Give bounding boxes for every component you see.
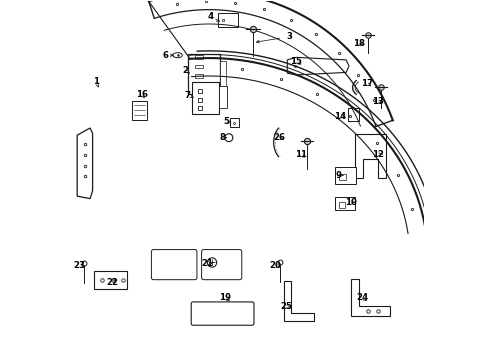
FancyBboxPatch shape <box>132 101 147 120</box>
Text: 12: 12 <box>372 150 384 159</box>
FancyBboxPatch shape <box>201 249 242 280</box>
Polygon shape <box>284 281 314 320</box>
Ellipse shape <box>225 134 233 141</box>
Text: 11: 11 <box>294 150 307 159</box>
Text: 16: 16 <box>136 90 147 99</box>
Text: 5: 5 <box>223 117 229 126</box>
FancyBboxPatch shape <box>219 86 227 108</box>
FancyBboxPatch shape <box>220 61 226 87</box>
FancyBboxPatch shape <box>94 271 126 289</box>
Text: 18: 18 <box>353 39 365 48</box>
Text: 20: 20 <box>270 261 281 270</box>
Text: 19: 19 <box>220 293 231 302</box>
Text: 6: 6 <box>162 51 169 60</box>
Text: 1: 1 <box>93 77 99 86</box>
Polygon shape <box>287 57 349 75</box>
Ellipse shape <box>207 258 217 267</box>
Text: 25: 25 <box>280 302 292 311</box>
Text: 7: 7 <box>185 90 191 99</box>
Text: 21: 21 <box>201 259 213 268</box>
Text: 3: 3 <box>287 32 293 41</box>
Text: 26: 26 <box>273 133 285 142</box>
Text: 9: 9 <box>336 171 342 180</box>
Text: 13: 13 <box>372 97 384 106</box>
Text: 8: 8 <box>220 133 226 142</box>
Polygon shape <box>77 128 93 199</box>
FancyBboxPatch shape <box>218 13 238 27</box>
FancyBboxPatch shape <box>335 167 356 184</box>
Text: 24: 24 <box>357 293 368 302</box>
Text: 17: 17 <box>361 80 373 89</box>
Text: 22: 22 <box>106 278 118 287</box>
Ellipse shape <box>173 53 182 58</box>
Text: 2: 2 <box>183 66 189 75</box>
Text: 14: 14 <box>334 112 346 121</box>
Text: 23: 23 <box>74 261 85 270</box>
FancyBboxPatch shape <box>348 108 359 121</box>
FancyBboxPatch shape <box>188 54 220 94</box>
Text: 15: 15 <box>291 57 302 66</box>
FancyBboxPatch shape <box>230 118 239 127</box>
FancyBboxPatch shape <box>192 82 219 114</box>
Polygon shape <box>355 134 386 178</box>
Polygon shape <box>351 279 390 316</box>
FancyBboxPatch shape <box>191 302 254 325</box>
FancyBboxPatch shape <box>151 249 197 280</box>
Text: 10: 10 <box>345 198 357 207</box>
FancyBboxPatch shape <box>335 197 355 211</box>
Text: 4: 4 <box>208 12 214 21</box>
